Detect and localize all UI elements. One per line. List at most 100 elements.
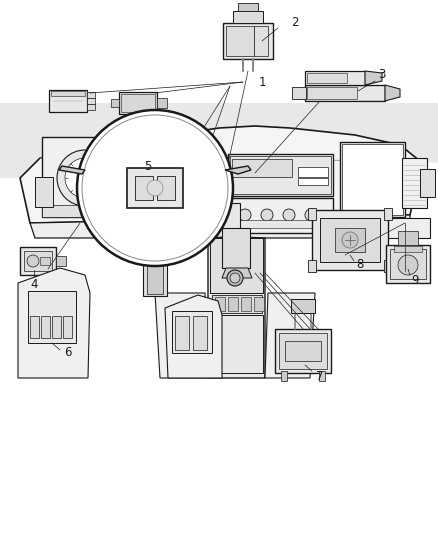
Bar (52, 316, 61, 338)
Bar (135, 176, 153, 200)
Polygon shape (18, 268, 90, 378)
Bar (390, 249, 426, 279)
Bar (212, 295, 262, 313)
Circle shape (230, 273, 240, 283)
Bar (402, 158, 427, 208)
Bar (56, 256, 66, 266)
Bar (40, 257, 50, 265)
Bar (210, 315, 263, 373)
Bar (175, 316, 189, 350)
Bar (281, 371, 287, 381)
Bar (49, 90, 87, 112)
Bar (230, 156, 331, 194)
Bar (340, 142, 405, 217)
Bar (42, 205, 157, 217)
Bar (394, 246, 422, 252)
Bar (30, 316, 39, 338)
Bar (232, 159, 292, 177)
Polygon shape (155, 293, 208, 378)
Bar (342, 144, 403, 215)
Bar (320, 218, 380, 262)
Bar (35, 177, 53, 207)
Bar (152, 138, 172, 148)
Bar (223, 23, 273, 59)
Bar (386, 245, 430, 283)
Bar (398, 231, 418, 245)
Polygon shape (195, 203, 240, 237)
Circle shape (227, 270, 243, 286)
Circle shape (77, 110, 233, 266)
Circle shape (27, 255, 39, 267)
Bar (232, 220, 329, 228)
Bar (51, 91, 85, 96)
Bar (312, 210, 388, 270)
Polygon shape (59, 166, 85, 174)
Bar (87, 98, 95, 104)
Bar (307, 87, 357, 99)
Text: 6: 6 (64, 346, 72, 359)
Bar (127, 168, 183, 208)
Bar (87, 92, 95, 98)
Bar (143, 264, 167, 296)
Bar (136, 131, 149, 155)
Bar (193, 316, 207, 350)
Circle shape (65, 158, 105, 198)
Polygon shape (385, 85, 400, 101)
Bar (20, 247, 56, 275)
Bar (121, 94, 155, 112)
Bar (307, 73, 347, 83)
Circle shape (180, 140, 190, 150)
Bar (111, 99, 119, 107)
Bar (254, 26, 268, 56)
Circle shape (102, 150, 158, 206)
Bar (210, 238, 263, 293)
Bar (174, 131, 187, 155)
Bar (275, 329, 331, 373)
Bar (298, 178, 328, 185)
Circle shape (147, 180, 163, 196)
Bar (254, 297, 264, 311)
Bar (157, 176, 175, 200)
Text: 1: 1 (258, 76, 266, 88)
Bar (384, 260, 392, 272)
Bar (308, 208, 316, 220)
Bar (305, 71, 365, 85)
Bar (157, 98, 167, 108)
Circle shape (261, 209, 273, 221)
Polygon shape (365, 71, 382, 85)
Bar (147, 266, 163, 294)
Circle shape (283, 209, 295, 221)
Bar (291, 299, 315, 313)
Polygon shape (0, 103, 438, 178)
Bar (340, 218, 430, 238)
Text: 3: 3 (378, 69, 386, 82)
Polygon shape (20, 126, 420, 223)
Bar (28, 291, 76, 343)
Polygon shape (30, 215, 410, 238)
Bar (308, 260, 316, 272)
Bar (228, 154, 333, 196)
Bar (63, 316, 72, 338)
Bar (384, 208, 392, 220)
Bar (42, 137, 157, 217)
Polygon shape (208, 237, 265, 378)
Bar (292, 87, 306, 99)
Bar (87, 104, 95, 110)
Bar (188, 131, 201, 155)
Circle shape (239, 209, 251, 221)
Text: 8: 8 (356, 259, 364, 271)
Circle shape (158, 139, 166, 147)
Bar (298, 167, 328, 177)
Text: 5: 5 (144, 160, 152, 174)
Bar (120, 129, 152, 157)
Text: 9: 9 (411, 274, 419, 287)
Bar (238, 3, 258, 11)
Bar (305, 85, 385, 101)
Bar (172, 311, 212, 353)
Bar (228, 198, 333, 233)
Text: 7: 7 (316, 369, 324, 383)
Bar (233, 11, 263, 23)
Circle shape (398, 255, 418, 275)
Bar (241, 297, 251, 311)
Circle shape (110, 158, 150, 198)
